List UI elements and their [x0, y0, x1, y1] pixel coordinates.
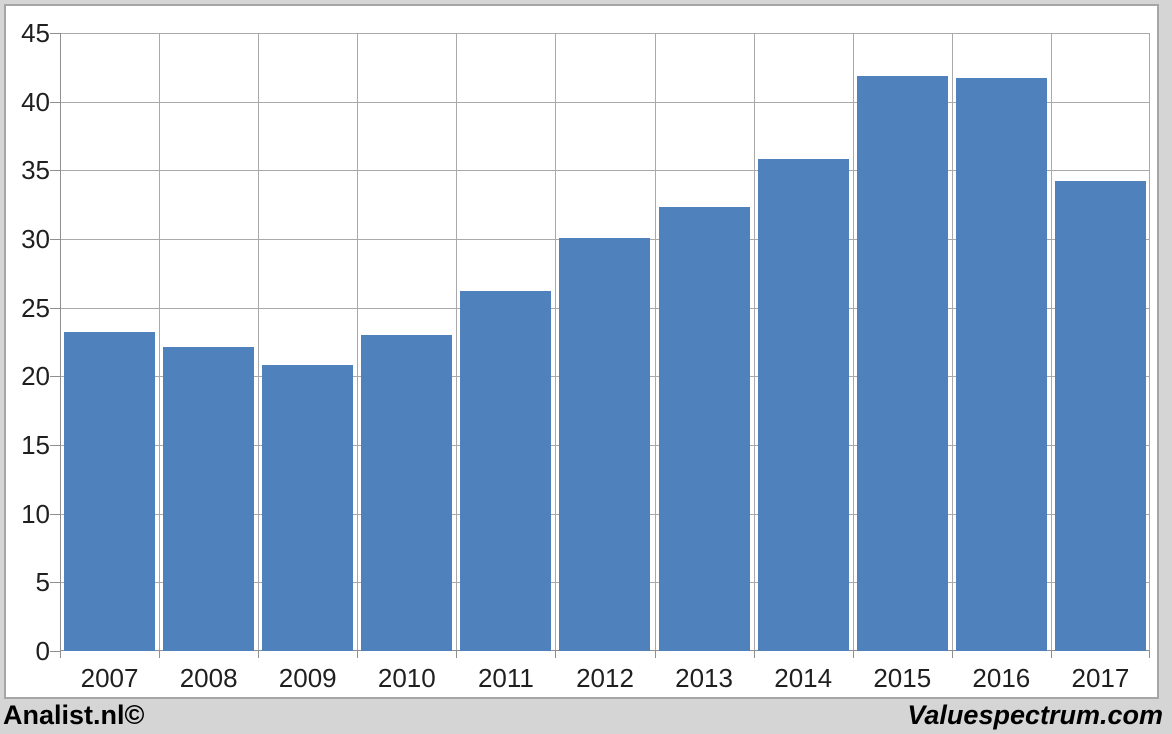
x-axis-label: 2009 — [278, 663, 337, 693]
y-axis-tick — [50, 33, 60, 34]
gridline-horizontal — [60, 33, 1150, 34]
y-axis-label: 30 — [21, 224, 50, 254]
y-axis-tick — [50, 239, 60, 240]
y-axis-tick — [50, 582, 60, 583]
bar-2010 — [361, 335, 452, 651]
gridline-vertical — [258, 33, 259, 651]
y-axis-label: 25 — [21, 293, 50, 323]
y-axis-label: 15 — [21, 430, 50, 460]
gridline-vertical — [754, 33, 755, 651]
y-axis-label: 5 — [35, 567, 50, 597]
x-axis-tick — [1051, 651, 1052, 658]
bar-2011 — [460, 291, 551, 651]
x-axis-label: 2013 — [675, 663, 733, 693]
gridline-vertical — [555, 33, 556, 651]
bar-2013 — [659, 207, 750, 651]
x-axis-tick — [952, 651, 953, 658]
x-axis-label: 2010 — [377, 663, 436, 693]
x-axis-label: 2014 — [774, 663, 833, 693]
bar-2008 — [163, 347, 254, 651]
gridline-vertical — [456, 33, 457, 651]
gridline-horizontal — [60, 102, 1150, 103]
bar-2014 — [758, 159, 849, 651]
x-axis-label: 2012 — [576, 663, 634, 693]
y-axis-tick — [50, 376, 60, 377]
y-axis-line — [60, 33, 61, 651]
y-axis-label: 10 — [21, 499, 50, 529]
gridline-horizontal — [60, 170, 1150, 171]
attribution-bar: Analist.nl© Valuespectrum.com — [0, 699, 1172, 734]
x-axis-tick — [159, 651, 160, 658]
bar-2007 — [64, 332, 155, 651]
gridline-vertical — [1149, 33, 1150, 651]
y-axis-label: 20 — [21, 361, 50, 391]
x-axis-tick — [258, 651, 259, 658]
x-axis-tick — [754, 651, 755, 658]
gridline-vertical — [853, 33, 854, 651]
x-axis-tick — [456, 651, 457, 658]
y-axis-label: 40 — [21, 87, 50, 117]
attribution-left: Analist.nl© — [3, 700, 145, 730]
x-axis-tick — [655, 651, 656, 658]
x-axis-tick — [853, 651, 854, 658]
x-axis-tick — [60, 651, 61, 658]
x-axis-tick — [1149, 651, 1150, 658]
gridline-vertical — [1051, 33, 1052, 651]
y-axis-label: 35 — [21, 155, 50, 185]
gridline-vertical — [952, 33, 953, 651]
y-axis-tick — [50, 514, 60, 515]
bar-2012 — [559, 238, 650, 651]
gridline-vertical — [159, 33, 160, 651]
x-axis-label: 2016 — [972, 663, 1031, 693]
y-axis-label: 0 — [35, 636, 50, 666]
x-axis-label: 2015 — [873, 663, 932, 693]
attribution-right: Valuespectrum.com — [907, 700, 1163, 730]
y-axis-tick — [50, 651, 60, 652]
y-axis-tick — [50, 445, 60, 446]
x-axis-label: 2011 — [477, 663, 534, 693]
gridline-vertical — [357, 33, 358, 651]
x-axis-tick — [357, 651, 358, 658]
x-axis-tick — [555, 651, 556, 658]
bar-2015 — [857, 76, 948, 651]
y-axis-tick — [50, 170, 60, 171]
x-axis-label: 2007 — [80, 663, 139, 693]
bar-2009 — [262, 365, 353, 651]
chart-container: 0 5 10 15 20 25 30 35 40 45 2007 2008 2009 2010 2011 20… — [4, 4, 1159, 699]
bar-2017 — [1055, 181, 1146, 651]
gridline-vertical — [655, 33, 656, 651]
x-axis-label: 2008 — [179, 663, 238, 693]
y-axis-tick — [50, 102, 60, 103]
y-axis-tick — [50, 308, 60, 309]
plot-area — [60, 33, 1150, 651]
x-axis-label: 2017 — [1071, 663, 1130, 693]
bar-2016 — [956, 78, 1047, 651]
y-axis-label: 45 — [21, 18, 50, 48]
